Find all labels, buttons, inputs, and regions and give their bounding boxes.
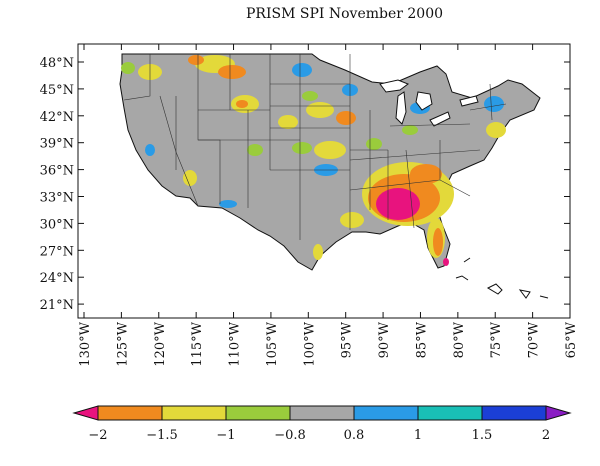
lat-tick-label: 42°N [40,110,74,125]
colorbar-break-label: −2 [88,428,107,443]
lon-tick-label: 120°W [153,321,168,366]
colorbar-break-label: 0.8 [344,428,365,443]
colorbar-break-label: −0.8 [274,428,306,443]
lat-tick-label: 39°N [40,137,74,152]
lon-tick-label: 90°W [377,321,392,358]
map-title: PRISM SPI November 2000 [246,6,444,22]
state-borders [123,54,507,240]
colorbar-break-label: −1 [216,428,235,443]
colorbar-high-arrow [545,405,572,421]
spi-anomalies [121,55,506,266]
lon-tick-label: 85°W [414,321,429,358]
lat-tick-label: 33°N [40,191,74,206]
colorbar-segment [161,405,227,421]
lon-tick-label: 115°W [190,321,205,366]
colorbar-break-label: −1.5 [146,428,178,443]
lon-tick-label: 125°W [115,321,130,366]
lon-tick-label: 105°W [265,321,280,366]
lat-tick-label: 45°N [40,83,74,98]
colorbar-segment [353,405,419,421]
lon-tick-label: 110°W [228,321,243,366]
colorbar-segment [481,405,547,421]
colorbar-break-label: 2 [542,428,550,443]
lon-tick-label: 75°W [489,321,504,358]
lon-tick-label: 130°W [78,321,93,366]
conus-land [119,53,541,271]
latitude-ticks: 48°N 45°N 42°N 39°N 36°N 33°N 30°N 27°N 24°N 21°N [40,56,570,313]
great-lakes [379,79,479,127]
spi-colorbar: −2 −1.5 −1 −0.8 0.8 1 1.5 2 [72,405,572,443]
colorbar-low-arrow [72,405,99,421]
lon-tick-label: 80°W [452,321,467,358]
lon-tick-label: 95°W [340,321,355,358]
lat-tick-label: 36°N [40,164,74,179]
lon-tick-label: 70°W [527,321,542,358]
lat-tick-label: 27°N [40,244,74,259]
colorbar-segment [97,405,163,421]
longitude-ticks: 130°W 125°W 120°W 115°W 110°W 105°W 100°W 95°W 9… [78,44,579,367]
colorbar-segment [417,405,483,421]
colorbar-break-label: 1.5 [472,428,493,443]
colorbar-break-label: 1 [414,428,422,443]
lat-tick-label: 30°N [40,217,74,232]
lon-tick-label: 100°W [302,321,317,366]
lon-tick-label: 65°W [564,321,579,358]
islands [455,257,549,299]
colorbar-segment [225,405,291,421]
map-frame [77,43,571,319]
lat-tick-label: 21°N [40,298,74,313]
lat-tick-label: 48°N [40,56,74,71]
colorbar-segment [289,405,355,421]
lat-tick-label: 24°N [40,271,74,286]
